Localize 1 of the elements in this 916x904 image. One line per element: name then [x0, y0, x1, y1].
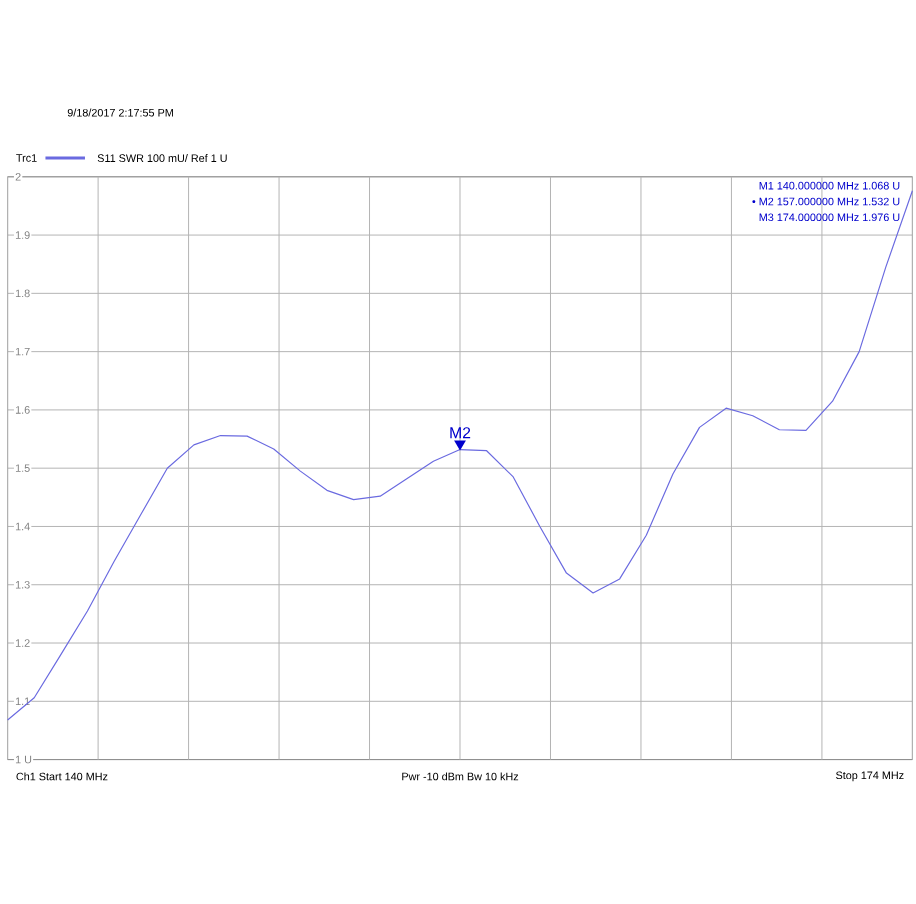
line-series: [7, 189, 913, 721]
